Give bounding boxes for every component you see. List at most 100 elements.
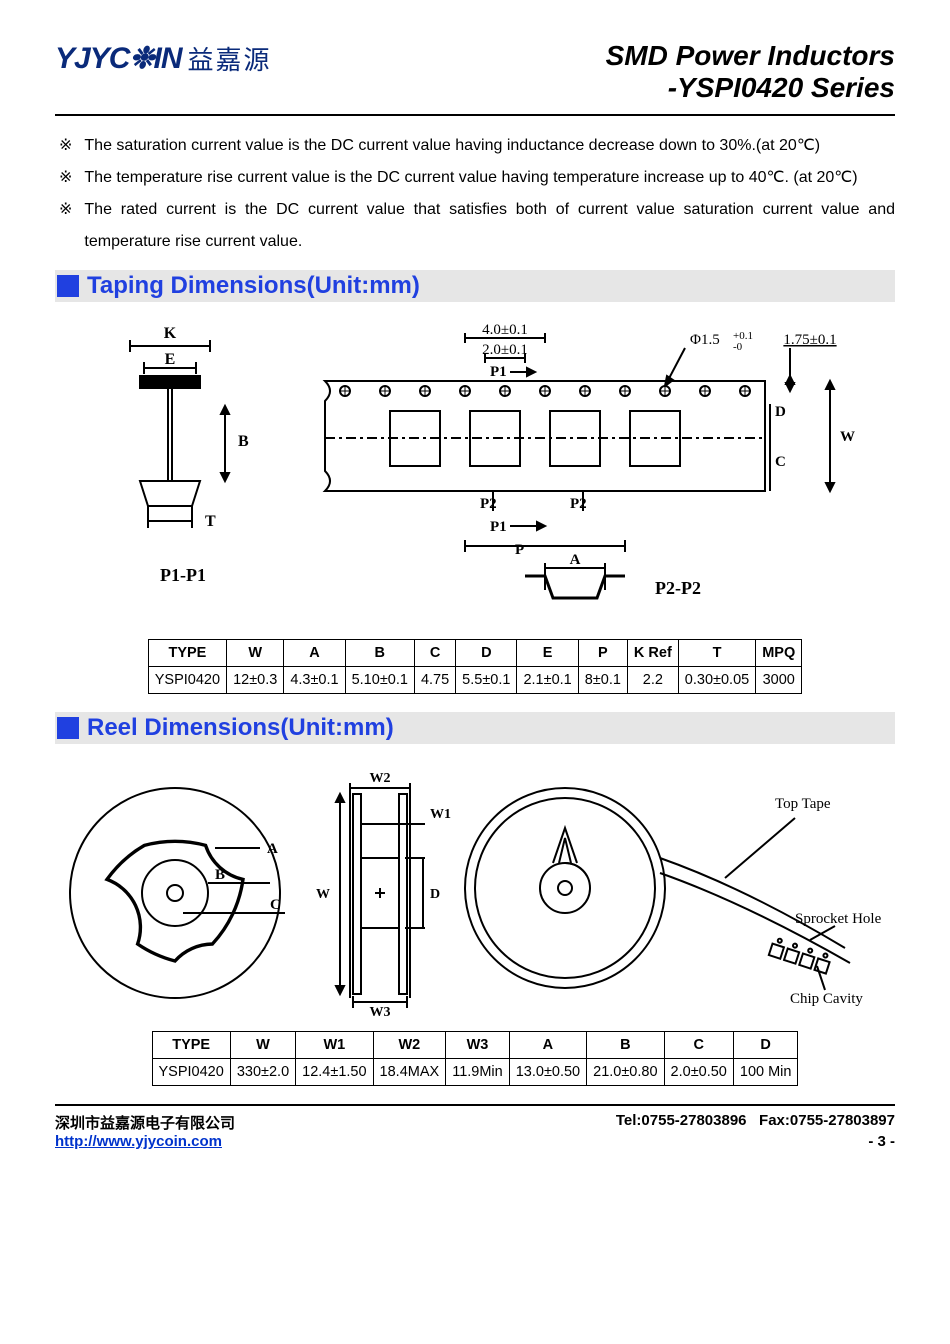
svg-text:Sprocket Hole: Sprocket Hole [795,911,882,927]
svg-text:B: B [215,867,225,883]
svg-text:A: A [267,841,278,857]
svg-text:4.0±0.1: 4.0±0.1 [482,322,528,338]
cell: 13.0±0.50 [509,1059,586,1086]
svg-text:W1: W1 [430,807,451,822]
cell: YSPI0420 [148,667,226,694]
cell: 0.30±0.05 [678,667,755,694]
col-header: W [230,1032,295,1059]
note-mark: ※ [59,162,72,194]
svg-text:P1: P1 [490,519,507,535]
page-number: - 3 - [868,1133,895,1150]
reel-diagram: A B C W2 W1 D W W3 [55,758,895,1023]
svg-text:Top Tape: Top Tape [775,796,831,812]
title-line-2: -YSPI0420 Series [606,72,895,104]
cell: 11.9Min [446,1059,510,1086]
square-bullet-icon [57,717,79,739]
svg-text:P2: P2 [570,496,587,512]
col-header: A [509,1032,586,1059]
svg-text:D: D [430,887,440,902]
col-header: D [733,1032,798,1059]
col-header: T [678,640,755,667]
svg-text:C: C [270,897,281,913]
svg-text:T: T [205,513,216,530]
cell: 100 Min [733,1059,798,1086]
svg-text:-0: -0 [733,341,743,353]
cell: 330±2.0 [230,1059,295,1086]
taping-table: TYPE W A B C D E P K Ref T MPQ YSPI0420 … [148,639,802,694]
section-title: Reel Dimensions(Unit:mm) [87,714,394,742]
col-header: TYPE [152,1032,230,1059]
svg-text:W: W [840,429,855,445]
svg-text:Φ1.5: Φ1.5 [690,332,720,348]
cell: 12±0.3 [227,667,284,694]
note-text: The rated current is the DC current valu… [84,194,895,258]
cell: 2.1±0.1 [517,667,578,694]
note-text: The saturation current value is the DC c… [84,130,895,162]
note-mark: ※ [59,194,72,258]
contact: Tel:0755-27803896 Fax:0755-27803897 [616,1112,895,1133]
note-text: The temperature rise current value is th… [84,162,895,194]
footer: 深圳市益嘉源电子有限公司 Tel:0755-27803896 Fax:0755-… [55,1104,895,1150]
note-item: ※ The rated current is the DC current va… [59,194,895,258]
svg-text:K: K [164,325,177,342]
company-name: 深圳市益嘉源电子有限公司 [55,1112,235,1133]
cell: 21.0±0.80 [587,1059,664,1086]
col-header: B [587,1032,664,1059]
title-line-1: SMD Power Inductors [606,40,895,72]
col-header: C [414,640,455,667]
svg-text:A: A [570,552,581,568]
svg-text:W: W [316,887,330,902]
col-header: W [227,640,284,667]
svg-text:Chip Cavity: Chip Cavity [790,991,863,1007]
svg-text:P: P [515,542,524,558]
header-rule [55,114,895,116]
col-header: K Ref [627,640,678,667]
svg-text:W2: W2 [370,771,391,786]
square-bullet-icon [57,275,79,297]
svg-text:P2: P2 [480,496,497,512]
cell: 2.0±0.50 [664,1059,733,1086]
cell: 5.5±0.1 [456,667,517,694]
tel: Tel:0755-27803896 [616,1112,747,1129]
svg-text:P1-P1: P1-P1 [160,565,206,585]
table-row: YSPI0420 12±0.3 4.3±0.1 5.10±0.1 4.75 5.… [148,667,801,694]
notes-list: ※ The saturation current value is the DC… [59,130,895,258]
col-header: P [578,640,627,667]
svg-text:C: C [775,454,786,470]
cell: 8±0.1 [578,667,627,694]
svg-text:B: B [238,433,249,450]
note-item: ※ The saturation current value is the DC… [59,130,895,162]
note-item: ※ The temperature rise current value is … [59,162,895,194]
logo-latin: YJYC❉IN [55,41,182,76]
col-header: W2 [373,1032,446,1059]
cell: 12.4±1.50 [296,1059,373,1086]
col-header: W3 [446,1032,510,1059]
header: YJYC❉IN 益嘉源 SMD Power Inductors -YSPI042… [55,40,895,104]
col-header: A [284,640,345,667]
col-header: C [664,1032,733,1059]
cell: 4.3±0.1 [284,667,345,694]
note-mark: ※ [59,130,72,162]
cell: 5.10±0.1 [345,667,414,694]
svg-text:P2-P2: P2-P2 [655,578,701,598]
doc-title: SMD Power Inductors -YSPI0420 Series [606,40,895,104]
logo: YJYC❉IN 益嘉源 [55,40,272,77]
website-link[interactable]: http://www.yjycoin.com [55,1133,222,1150]
col-header: B [345,640,414,667]
cell: 18.4MAX [373,1059,446,1086]
fax: Fax:0755-27803897 [759,1112,895,1129]
table-row: TYPE W W1 W2 W3 A B C D [152,1032,798,1059]
col-header: MPQ [756,640,802,667]
svg-text:E: E [165,351,176,368]
col-header: W1 [296,1032,373,1059]
table-row: TYPE W A B C D E P K Ref T MPQ [148,640,801,667]
cell: YSPI0420 [152,1059,230,1086]
section-title: Taping Dimensions(Unit:mm) [87,272,420,300]
cell: 3000 [756,667,802,694]
col-header: TYPE [148,640,226,667]
section-header-taping: Taping Dimensions(Unit:mm) [55,270,895,302]
svg-text:2.0±0.1: 2.0±0.1 [482,342,528,358]
taping-diagram: K E B T P1-P1 4.0±0.1 [55,316,895,631]
table-row: YSPI0420 330±2.0 12.4±1.50 18.4MAX 11.9M… [152,1059,798,1086]
cell: 4.75 [414,667,455,694]
